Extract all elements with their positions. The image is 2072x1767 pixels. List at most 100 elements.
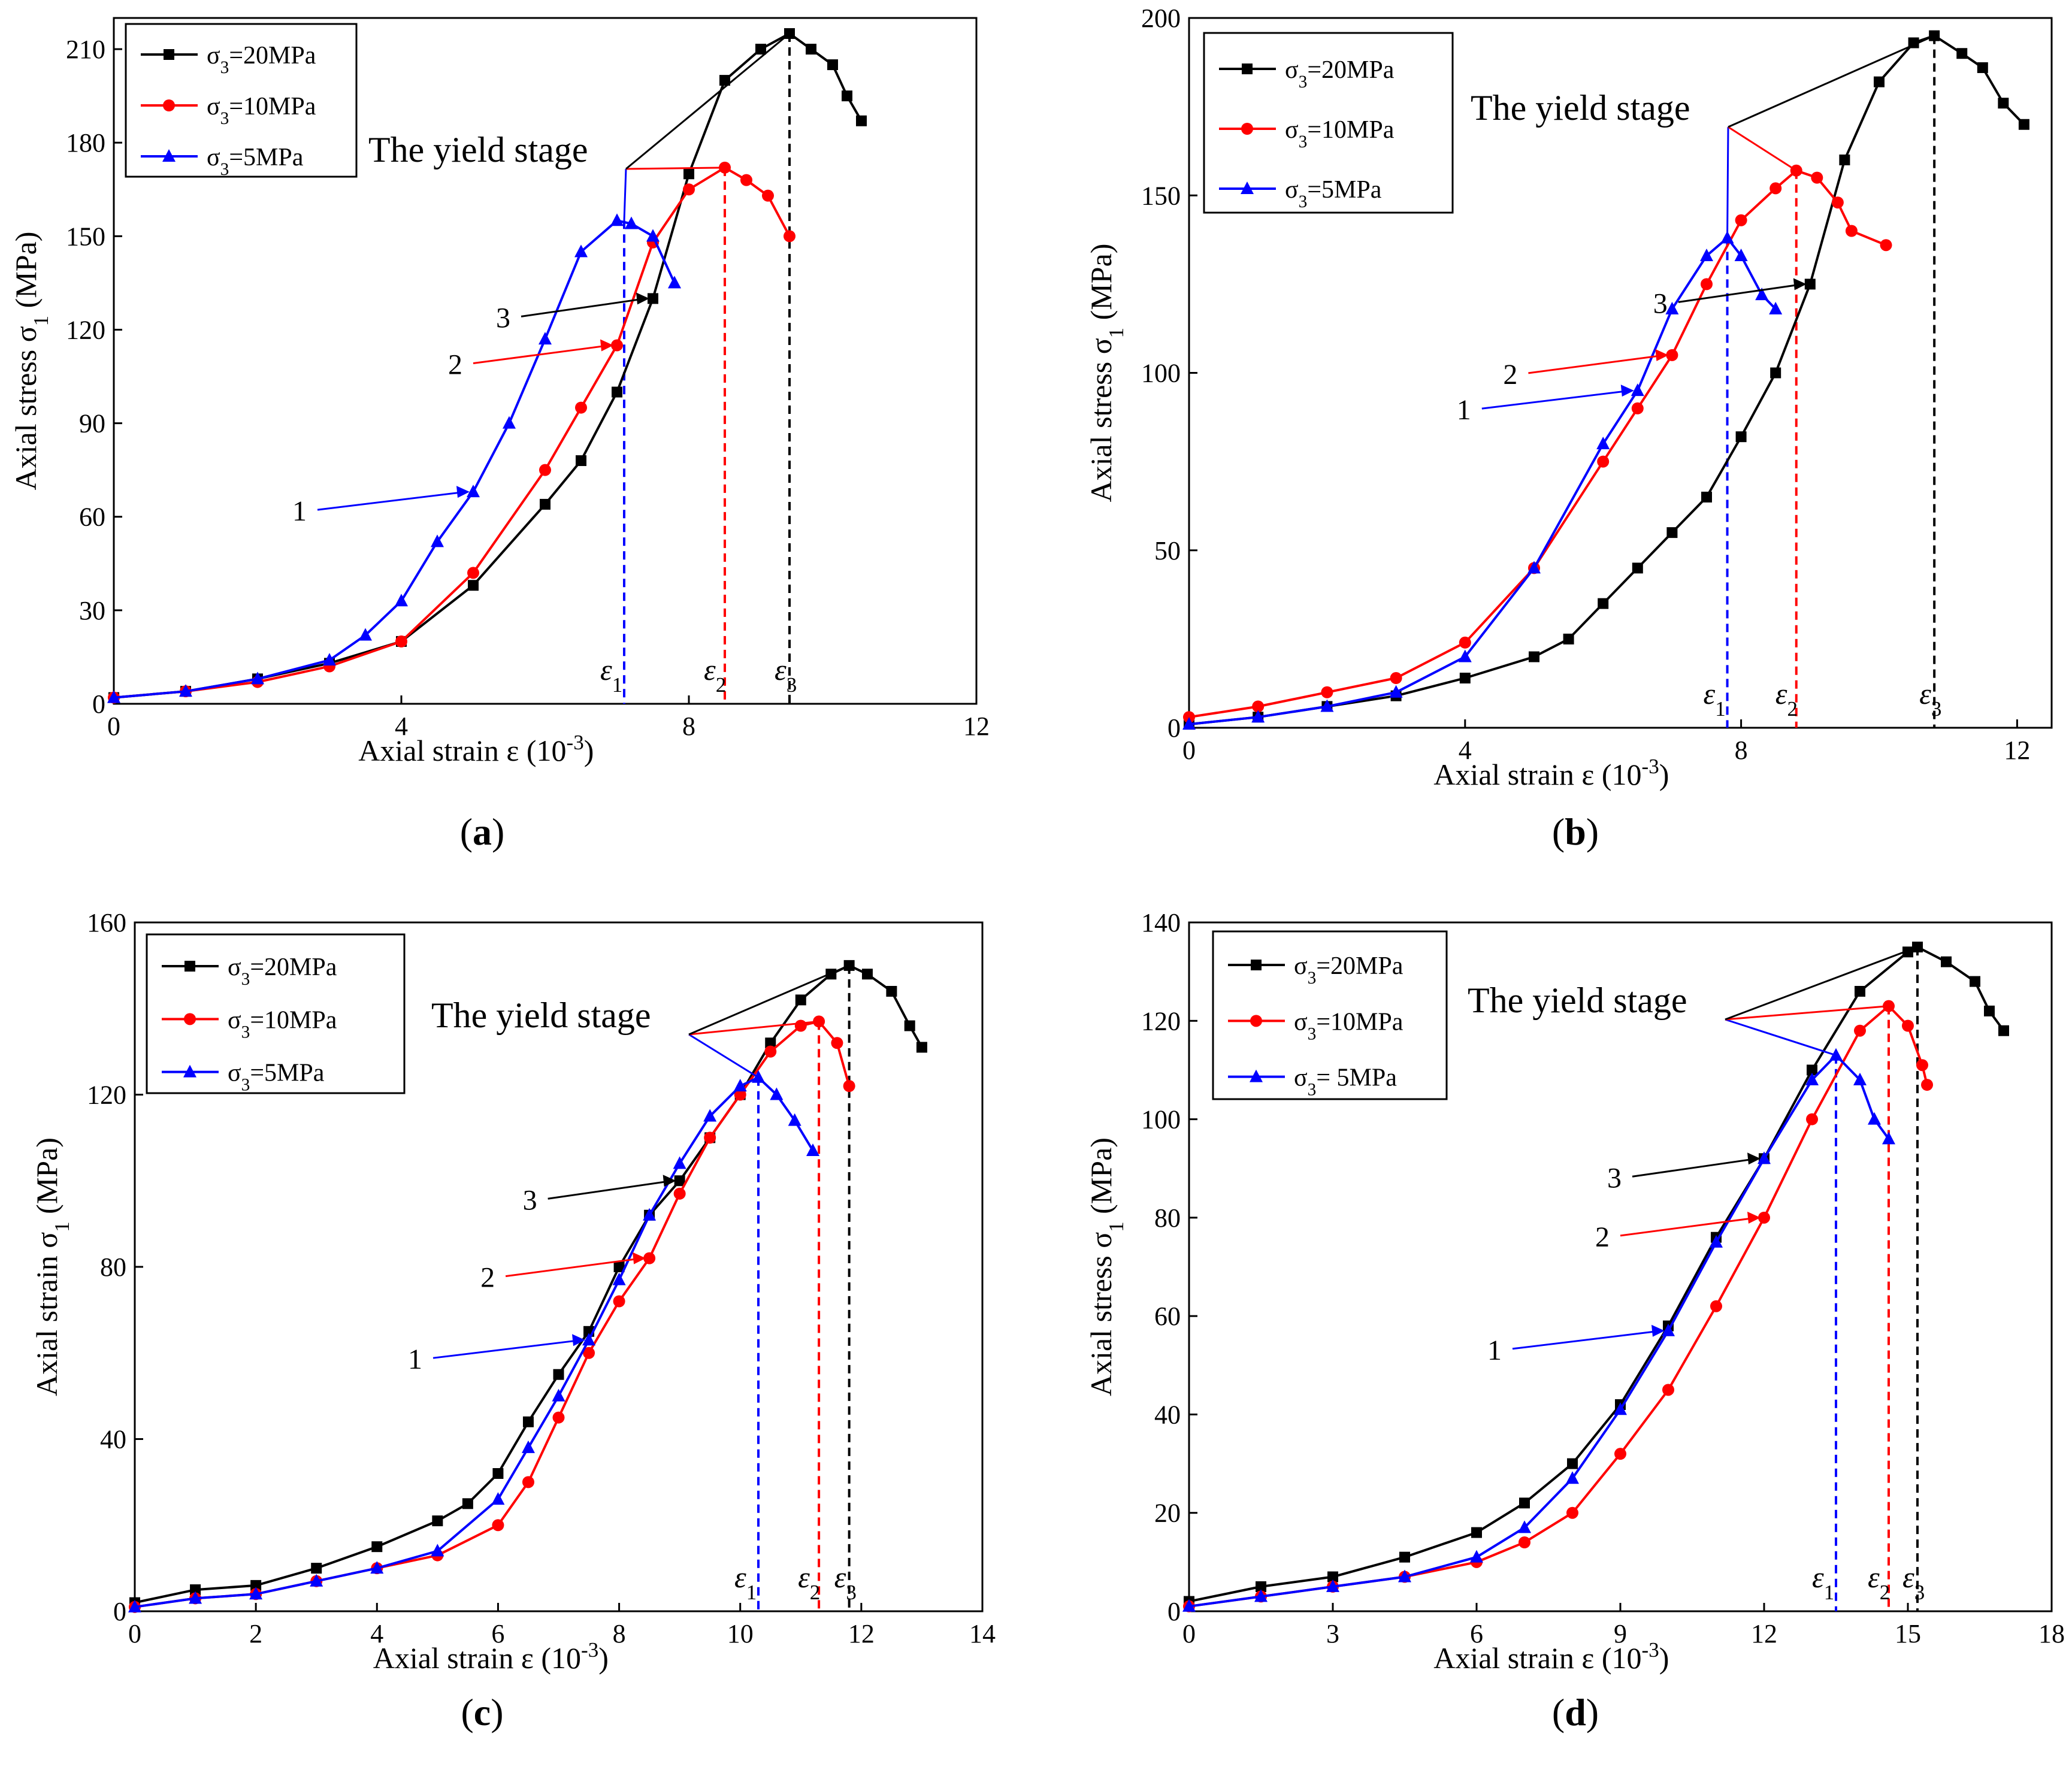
data-point — [1855, 986, 1865, 997]
series-line — [134, 1076, 814, 1608]
yield-pointer-3 — [688, 964, 850, 1036]
pointer-arrowhead — [1747, 1211, 1761, 1224]
eps-label-2: ε2 — [1775, 677, 1798, 721]
x-tick-label: 4 — [1459, 736, 1472, 765]
curve-label-2: 2 — [1595, 1221, 1610, 1253]
eps-label-1: ε1 — [1812, 1560, 1834, 1604]
data-point — [784, 230, 795, 243]
data-point — [648, 293, 658, 304]
curve-label-3: 3 — [1653, 288, 1668, 319]
eps-label-2: ε2 — [1868, 1560, 1890, 1604]
data-point — [1755, 288, 1769, 301]
data-point — [861, 969, 873, 980]
data-point — [611, 339, 623, 352]
pointer-arrowhead — [1651, 1324, 1665, 1337]
data-point — [1631, 383, 1644, 397]
curve-label-2: 2 — [480, 1262, 495, 1294]
pointer-arrowhead — [1655, 349, 1669, 361]
legend-marker — [1242, 63, 1253, 74]
data-point — [522, 1476, 534, 1488]
data-point — [503, 416, 516, 429]
legend-label-s10: σ3=10MPa — [207, 93, 316, 128]
curve-label-3: 3 — [523, 1184, 537, 1216]
data-point — [610, 213, 624, 226]
data-point — [733, 1079, 747, 1092]
data-point — [522, 1416, 534, 1427]
data-point — [467, 485, 480, 498]
plot-frame — [113, 17, 978, 705]
data-point — [1806, 1113, 1818, 1125]
data-point — [1845, 225, 1858, 237]
y-tick-label: 160 — [87, 908, 126, 937]
legend-marker — [183, 1064, 196, 1078]
yield-stage-annotation: The yield stage — [431, 996, 651, 1035]
data-point — [1471, 1527, 1482, 1538]
panel-label: (b) — [1552, 810, 1599, 853]
data-point — [1804, 279, 1816, 290]
panel-label: (d) — [1552, 1691, 1599, 1733]
legend-label-s5: σ3=5MPa — [207, 144, 304, 179]
data-point — [806, 44, 816, 55]
x-tick-label: 4 — [370, 1619, 383, 1648]
data-point — [1998, 1025, 2009, 1036]
y-tick-label: 120 — [66, 315, 105, 344]
series-line — [113, 219, 676, 699]
data-point — [674, 1175, 685, 1187]
x-axis-title: Axial strain ε (10-3) — [373, 1638, 609, 1675]
x-tick-label: 0 — [1182, 1619, 1196, 1648]
data-point — [492, 1468, 504, 1479]
y-tick-label: 140 — [1141, 908, 1181, 937]
data-point — [1527, 561, 1541, 574]
y-tick-label: 150 — [66, 222, 105, 251]
legend-marker — [1250, 1069, 1263, 1082]
legend-marker — [184, 1013, 196, 1025]
series-line — [113, 166, 791, 699]
data-point — [583, 1347, 595, 1359]
yield-stage-annotation: The yield stage — [1471, 88, 1690, 128]
data-point — [576, 455, 586, 467]
data-point — [1710, 1235, 1723, 1248]
y-tick-label: 60 — [1154, 1302, 1181, 1331]
legend-marker — [164, 49, 174, 60]
legend-label-s10: σ3=10MPa — [1294, 1008, 1403, 1043]
x-axis-title: Axial strain ε (10-3) — [1433, 755, 1669, 792]
legend-label-s5: σ3=5MPa — [228, 1060, 325, 1095]
y-tick-label: 100 — [1141, 359, 1181, 388]
data-point — [916, 1042, 927, 1053]
series-line — [1188, 236, 1777, 726]
series-line — [1188, 1053, 1890, 1608]
pointer-arrowhead — [636, 292, 649, 305]
data-point — [1254, 1589, 1268, 1602]
pointer-arrowhead — [1620, 385, 1634, 397]
curve-label-3: 3 — [496, 302, 510, 334]
data-point — [765, 1037, 776, 1049]
legend-label-s20: σ3=20MPa — [1285, 56, 1395, 92]
y-tick-label: 200 — [1141, 4, 1181, 33]
legend-label-s5: σ3= 5MPa — [1294, 1064, 1397, 1100]
data-point — [668, 276, 681, 289]
pointer-arrowhead — [456, 486, 470, 498]
data-point — [1853, 1072, 1867, 1085]
data-point — [1701, 491, 1712, 503]
data-point — [856, 115, 867, 126]
curve-label-1: 1 — [1487, 1335, 1502, 1366]
pointer-arrowhead — [600, 339, 613, 352]
data-point — [1941, 956, 1952, 967]
series-s5 — [128, 1070, 819, 1612]
legend-marker — [1250, 1015, 1262, 1027]
legend-marker — [163, 99, 175, 111]
data-point — [1470, 1550, 1483, 1563]
data-point — [492, 1519, 504, 1532]
series-line — [1188, 34, 2025, 726]
data-point — [683, 168, 694, 180]
data-point — [1874, 76, 1885, 87]
data-point — [1614, 1402, 1627, 1415]
y-tick-label: 80 — [100, 1252, 126, 1282]
data-point — [613, 1295, 625, 1308]
data-point — [643, 1208, 657, 1221]
legend-marker — [184, 961, 195, 972]
legend-label-s20: σ3=20MPa — [228, 954, 337, 989]
data-point — [704, 1131, 716, 1144]
pointer-line-2 — [473, 344, 610, 364]
y-tick-label: 150 — [1141, 181, 1181, 210]
